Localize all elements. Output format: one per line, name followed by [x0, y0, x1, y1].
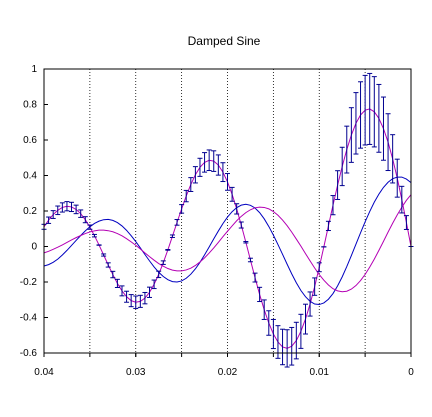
errorbar-72: [78, 209, 84, 218]
errorbar-61: [128, 294, 134, 308]
errorbar-23: [302, 303, 308, 335]
errorbar-75: [64, 201, 70, 212]
errorbar-79: [46, 216, 52, 224]
errorbar-67: [101, 253, 107, 257]
errorbar-56: [151, 279, 157, 290]
series-line-1: [43, 176, 412, 306]
errorbar-42: [215, 154, 221, 176]
errorbar-52: [169, 234, 175, 238]
errorbar-38: [234, 203, 240, 215]
errorbar-11: [358, 81, 364, 149]
errorbar-30: [270, 318, 276, 350]
errorbar-74: [69, 201, 75, 213]
x-tick-label-3: 0.01: [310, 367, 330, 378]
series-line-2: [43, 194, 412, 293]
errorbar-40: [225, 173, 230, 191]
errorbar-5: [385, 113, 391, 172]
errorbar-47: [192, 166, 198, 184]
errorbar-2: [399, 185, 405, 214]
error-bars: [41, 72, 414, 368]
errorbar-20: [316, 262, 322, 273]
errorbar-14: [344, 125, 350, 174]
errorbar-13: [348, 107, 354, 163]
errorbar-32: [261, 299, 267, 320]
errorbar-59: [137, 294, 143, 308]
errorbar-24: [298, 313, 304, 349]
errorbar-1: [403, 215, 409, 230]
errorbar-34: [252, 272, 258, 283]
y-tick-label-5: 0: [31, 242, 37, 253]
errorbar-48: [188, 177, 194, 192]
errorbar-65: [110, 270, 116, 279]
errorbar-22: [307, 291, 313, 317]
errorbar-45: [202, 152, 208, 173]
errorbar-51: [174, 219, 180, 226]
errorbar-6: [380, 96, 386, 161]
y-tick-label-3: 0.4: [23, 171, 37, 182]
errorbar-36: [243, 241, 249, 244]
errorbar-69: [91, 233, 97, 238]
errorbar-76: [59, 202, 65, 213]
y-tick-label-1: 0.8: [23, 100, 37, 111]
errorbar-63: [119, 285, 125, 297]
errorbar-12: [353, 92, 359, 155]
errorbar-9: [367, 72, 373, 145]
errorbar-78: [50, 210, 56, 219]
errorbar-21: [312, 277, 318, 296]
y-tick-label-4: 0.2: [23, 206, 37, 217]
errorbar-31: [266, 310, 272, 336]
errorbar-26: [289, 326, 295, 366]
errorbar-8: [371, 76, 377, 148]
errorbar-41: [220, 162, 226, 183]
errorbar-39: [229, 186, 235, 202]
errorbar-70: [87, 224, 93, 230]
errorbar-10: [362, 74, 368, 146]
errorbar-54: [160, 260, 166, 265]
errorbar-49: [183, 189, 189, 203]
errorbar-18: [325, 220, 331, 232]
chart-title: Damped Sine: [188, 34, 261, 48]
x-tick-label-4: 0: [408, 367, 414, 378]
errorbar-16: [335, 170, 341, 200]
errorbar-37: [238, 221, 244, 229]
errorbar-15: [339, 146, 345, 187]
x-tick-label-1: 0.03: [126, 367, 146, 378]
y-tick-label-0: 1: [31, 64, 37, 75]
errorbar-17: [330, 195, 336, 216]
errorbar-77: [55, 205, 61, 216]
errorbar-57: [147, 286, 153, 298]
errorbar-33: [257, 286, 263, 303]
errorbar-58: [142, 291, 148, 305]
errorbar-27: [284, 329, 290, 368]
errorbar-44: [206, 149, 212, 172]
errorbar-66: [105, 262, 111, 268]
errorbar-73: [73, 204, 79, 215]
errorbar-53: [165, 249, 171, 251]
x-tick-label-0: 0.04: [34, 367, 54, 378]
errorbar-60: [133, 295, 139, 309]
errorbar-64: [114, 278, 120, 289]
axis-ticks: 1 0.8 0.6 0.4 0.2 0 -0.2 -0.4 -0.6 0.04 0.03 0.02 0.…: [20, 64, 414, 378]
errorbar-71: [82, 216, 88, 224]
gridlines: [89, 69, 366, 353]
errorbar-4: [390, 134, 396, 184]
errorbar-55: [156, 270, 162, 279]
errorbar-46: [197, 157, 203, 177]
errorbar-7: [376, 83, 382, 153]
y-tick-label-7: -0.4: [20, 313, 38, 324]
y-tick-label-8: -0.6: [20, 348, 38, 359]
errorbar-28: [280, 328, 286, 366]
errorbar-62: [124, 290, 130, 303]
errorbar-3: [394, 158, 400, 198]
y-tick-label-2: 0.6: [23, 135, 37, 146]
y-tick-label-6: -0.2: [20, 277, 38, 288]
errorbar-43: [211, 150, 217, 172]
x-tick-label-2: 0.02: [218, 367, 238, 378]
errorbar-50: [179, 204, 185, 214]
errorbar-35: [247, 257, 253, 263]
